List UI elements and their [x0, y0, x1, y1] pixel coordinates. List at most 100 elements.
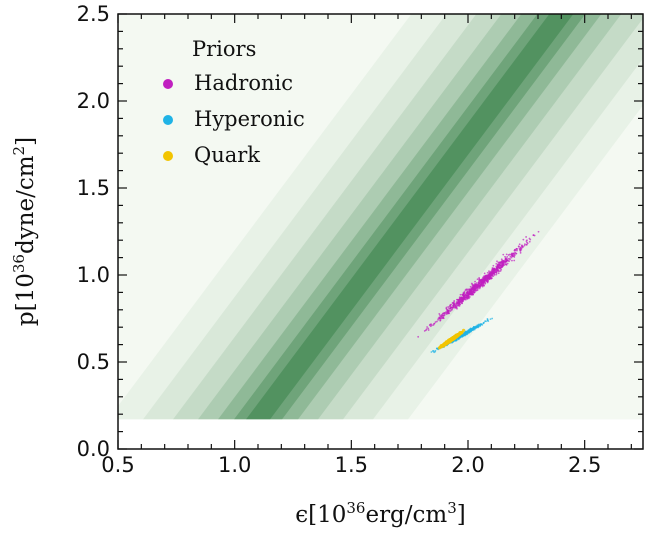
data-point: [509, 255, 512, 258]
data-point: [439, 314, 441, 317]
data-point: [485, 276, 488, 279]
data-point: [508, 253, 511, 256]
data-point: [493, 274, 496, 276]
legend-label-quark: Quark: [194, 143, 260, 167]
data-point: [447, 312, 450, 315]
data-point: [463, 332, 466, 334]
data-point: [502, 263, 505, 266]
series-quark: [437, 328, 466, 350]
data-point: [463, 333, 466, 336]
data-point: [491, 272, 494, 275]
legend-label-hyperonic: Hyperonic: [194, 107, 305, 131]
data-point: [484, 279, 487, 281]
data-point: [511, 259, 513, 262]
data-point: [446, 340, 450, 344]
density-band-layer: [173, 14, 643, 420]
data-point: [489, 318, 492, 321]
data-point: [523, 244, 526, 247]
data-point: [513, 256, 516, 258]
legend-title: Priors: [192, 37, 256, 61]
data-point: [526, 241, 528, 244]
x-axis-label: ϵ[1036erg/cm3]: [295, 499, 466, 528]
data-point: [450, 303, 453, 306]
data-point: [478, 287, 481, 290]
data-point: [444, 311, 447, 314]
data-point: [513, 259, 516, 262]
data-point: [519, 248, 522, 251]
data-point: [508, 257, 511, 260]
data-point: [476, 278, 479, 281]
data-point: [486, 280, 489, 283]
data-point: [518, 243, 521, 246]
data-point: [457, 298, 460, 301]
data-point: [495, 262, 498, 265]
data-point: [464, 294, 467, 297]
data-point: [469, 285, 472, 288]
data-point: [438, 313, 441, 315]
data-point: [491, 317, 494, 320]
data-point: [417, 335, 420, 338]
data-point: [431, 350, 434, 352]
data-point: [506, 259, 509, 262]
data-point: [484, 320, 487, 323]
data-point: [487, 274, 490, 276]
data-point: [477, 287, 479, 290]
data-point: [483, 321, 485, 324]
data-point: [492, 264, 495, 267]
data-point: [493, 268, 496, 271]
data-point: [499, 264, 502, 267]
density-band-layer: [118, 14, 643, 420]
data-point: [459, 293, 462, 296]
data-point: [501, 266, 503, 268]
data-point: [464, 330, 467, 333]
data-point: [528, 240, 531, 243]
data-point: [445, 312, 447, 315]
x-tick-label: 2.5: [568, 453, 601, 477]
plot-area: [118, 14, 643, 449]
data-point: [505, 253, 508, 256]
data-point: [480, 279, 483, 282]
data-point: [470, 282, 473, 285]
data-point: [486, 271, 489, 274]
data-point: [497, 261, 500, 264]
data-point: [522, 238, 525, 241]
data-point: [497, 264, 499, 267]
data-point: [470, 328, 473, 331]
data-point: [468, 329, 470, 332]
data-point: [473, 288, 476, 291]
data-point: [490, 276, 493, 279]
data-point: [519, 251, 522, 254]
data-point: [488, 270, 490, 273]
data-point: [497, 272, 500, 275]
data-point: [497, 270, 499, 272]
legend: Priors Hadronic Hyperonic Quark: [163, 37, 305, 167]
data-point: [525, 243, 528, 246]
data-point: [461, 334, 464, 336]
data-point: [521, 245, 524, 248]
data-point: [502, 253, 505, 256]
data-point: [425, 328, 428, 330]
data-point: [472, 289, 474, 292]
data-point: [500, 262, 503, 265]
data-point: [491, 270, 494, 273]
legend-marker-quark: [163, 151, 173, 161]
data-point: [452, 305, 455, 307]
data-point: [504, 255, 506, 258]
y-tick-label: 2.0: [77, 89, 110, 113]
data-point: [495, 272, 498, 275]
data-point: [475, 282, 478, 284]
x-tick-label: 1.0: [218, 453, 251, 477]
data-point: [462, 300, 465, 302]
data-point: [515, 247, 518, 250]
data-point: [432, 324, 435, 326]
data-point: [532, 234, 535, 236]
y-tick-label: 2.5: [77, 2, 110, 26]
data-point: [461, 301, 463, 304]
data-point: [482, 276, 484, 279]
data-point: [429, 323, 432, 326]
data-point: [498, 266, 501, 269]
series-hadronic: [417, 230, 540, 338]
data-point: [456, 334, 460, 338]
scatter-layer: [417, 230, 540, 354]
data-point: [497, 265, 500, 268]
